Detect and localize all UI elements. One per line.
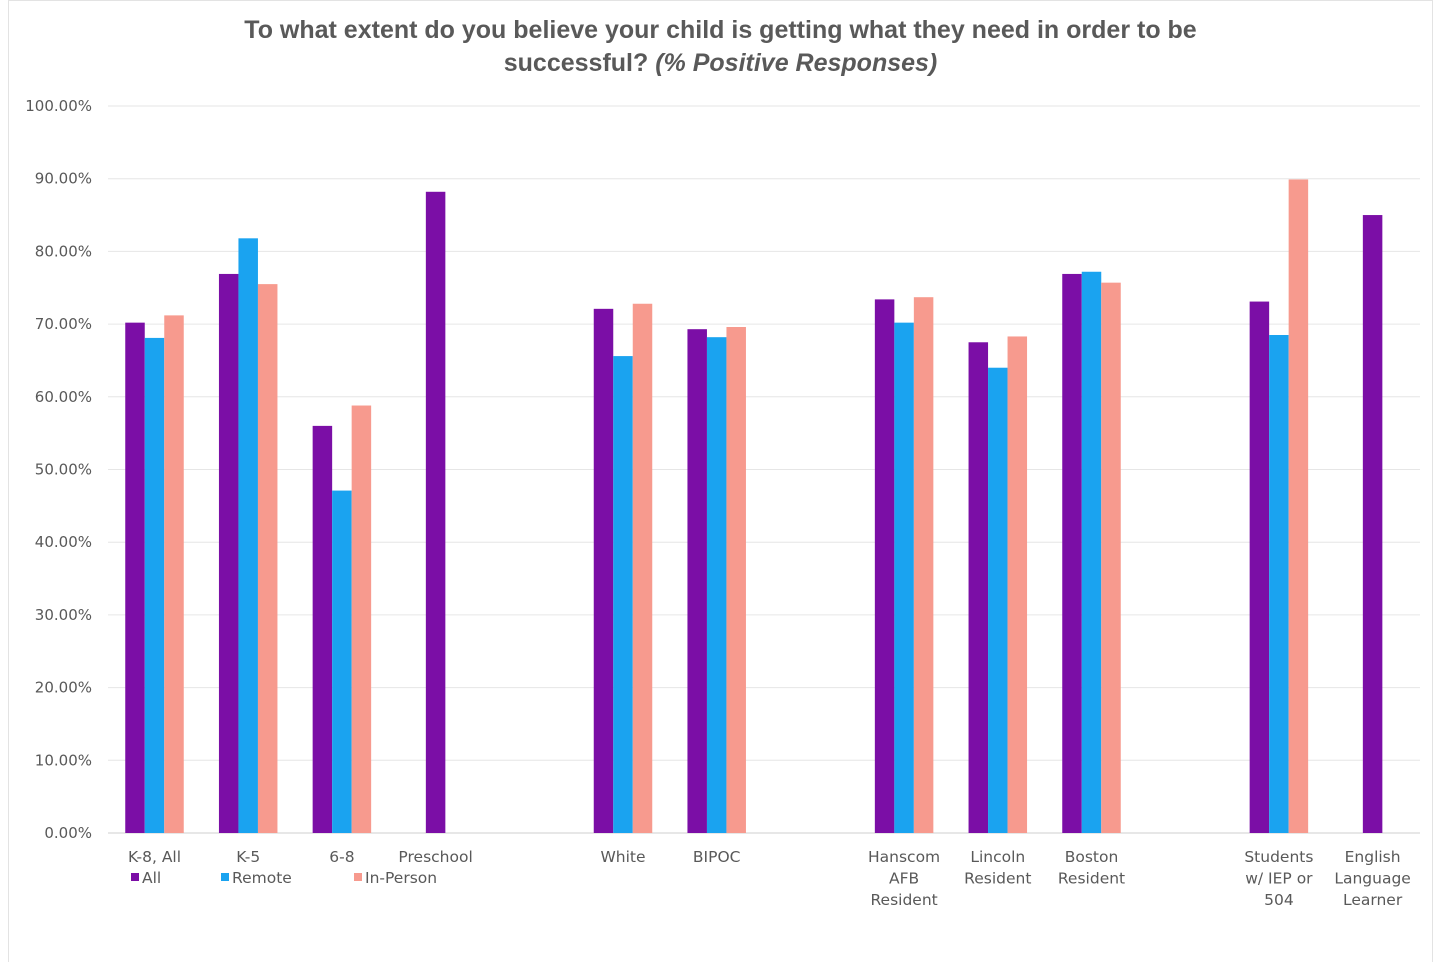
bar-remote (1269, 335, 1289, 833)
x-tick-label: Lincoln (970, 848, 1025, 866)
bar-in-person (351, 405, 372, 833)
chart-title: To what extent do you believe your child… (0, 14, 1441, 80)
bar-in-person (913, 297, 934, 833)
bar-remote (238, 238, 258, 834)
gridlines (108, 105, 1420, 834)
x-axis: K-8, All K-5 6-8 Preschool White BIPOC Hanscom… (128, 848, 1411, 909)
bar-remote (1081, 271, 1102, 834)
x-tick-label: English (1345, 848, 1401, 866)
bar-in-person (1007, 336, 1028, 833)
bar-in-person (632, 303, 653, 833)
bar-all (425, 191, 446, 833)
bar-in-person (726, 327, 746, 833)
bar-all (1362, 215, 1383, 834)
bar-in-person (164, 315, 184, 834)
legend: All Remote In-Person (131, 869, 437, 887)
chart-title-line2-main: successful? (503, 49, 649, 77)
x-tick-label: Resident (1058, 870, 1125, 888)
y-tick-label: 30.00% (35, 606, 92, 624)
x-tick-label: Learner (1343, 891, 1403, 909)
bar-remote (894, 322, 914, 833)
legend-label: In-Person (365, 869, 437, 887)
bar-all (1062, 273, 1082, 833)
x-tick-label: Hanscom (868, 848, 940, 866)
y-tick-label: 90.00% (35, 170, 92, 188)
legend-swatch (221, 873, 229, 881)
bar-all (125, 322, 145, 833)
legend-label: Remote (232, 869, 292, 887)
x-tick-label: AFB (889, 870, 919, 888)
bar-all (218, 273, 239, 833)
x-tick-label: Resident (870, 891, 937, 909)
x-tick-label: Preschool (398, 848, 472, 866)
y-tick-label: 10.00% (35, 751, 92, 769)
x-tick-label: BIPOC (693, 848, 741, 866)
y-axis: 0.00% 10.00% 20.00% 30.00% 40.00% 50.00% 60.00… (25, 97, 92, 842)
y-tick-label: 70.00% (35, 315, 92, 333)
bar-all (874, 299, 895, 834)
bar-all (1249, 301, 1270, 833)
y-tick-label: 40.00% (35, 533, 92, 551)
y-tick-label: 50.00% (35, 461, 92, 479)
x-tick-label: 504 (1264, 891, 1294, 909)
legend-swatch (131, 873, 139, 881)
x-tick-label: K-8, All (128, 848, 181, 866)
bar-in-person (1101, 282, 1121, 833)
y-tick-label: 60.00% (35, 388, 92, 406)
chart-title-line2-italic: (% Positive Responses) (655, 49, 938, 77)
y-tick-label: 100.00% (25, 97, 92, 115)
x-tick-label: K-5 (236, 848, 260, 866)
bar-remote (988, 367, 1008, 833)
bar-remote (332, 490, 352, 833)
bar-all (593, 308, 614, 833)
x-tick-label: Students (1244, 848, 1313, 866)
y-tick-label: 80.00% (35, 242, 92, 260)
chart-title-line2: successful? (% Positive Responses) (0, 47, 1441, 80)
legend-label: All (142, 869, 161, 887)
bar-in-person (1288, 179, 1309, 833)
bar-all (687, 329, 707, 833)
bars (125, 179, 1383, 834)
y-tick-label: 0.00% (44, 824, 92, 842)
x-tick-label: w/ IEP or (1245, 870, 1313, 888)
bar-remote (144, 337, 165, 833)
x-tick-label: Boston (1065, 848, 1119, 866)
bar-remote (613, 356, 633, 833)
x-tick-label: 6-8 (329, 848, 354, 866)
x-tick-label: Resident (964, 870, 1031, 888)
bar-remote (706, 337, 727, 833)
chart-title-line1: To what extent do you believe your child… (244, 16, 1197, 44)
bar-all (968, 342, 989, 833)
x-tick-label: White (600, 848, 645, 866)
bar-all (312, 425, 333, 833)
x-tick-label: Language (1334, 870, 1411, 888)
y-tick-label: 20.00% (35, 679, 92, 697)
bar-in-person (257, 284, 278, 833)
legend-swatch (354, 873, 362, 881)
